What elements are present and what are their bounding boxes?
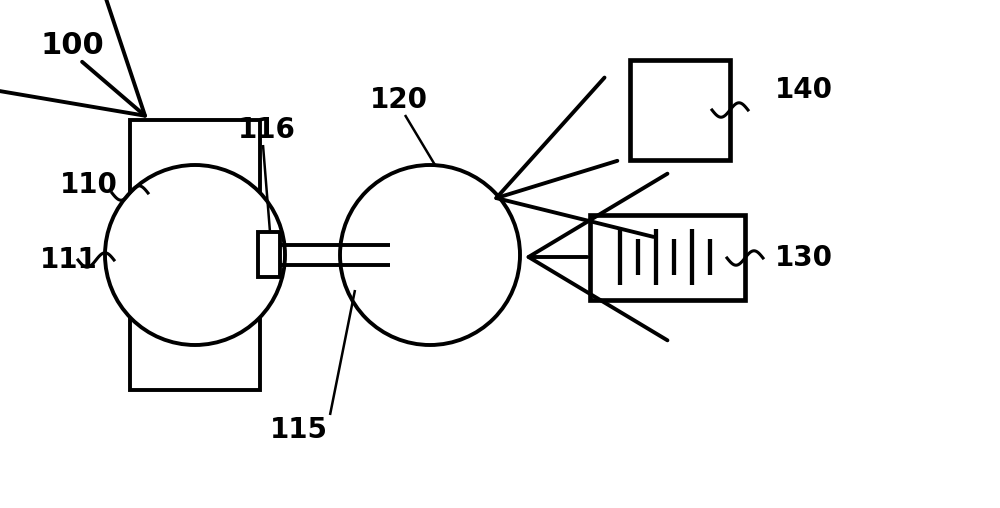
Text: 116: 116 (238, 116, 296, 144)
Bar (630, 60, 730, 160)
Circle shape (105, 165, 285, 345)
Text: 115: 115 (270, 416, 328, 444)
Text: 110: 110 (60, 171, 118, 199)
Text: 130: 130 (775, 244, 833, 272)
Text: 100: 100 (40, 30, 104, 59)
Circle shape (340, 165, 520, 345)
Text: 111: 111 (40, 246, 98, 274)
Text: 120: 120 (370, 86, 428, 114)
Bar (590, 215, 745, 300)
Bar (130, 120, 260, 390)
Text: 140: 140 (775, 76, 833, 104)
Bar (258, 232, 280, 277)
